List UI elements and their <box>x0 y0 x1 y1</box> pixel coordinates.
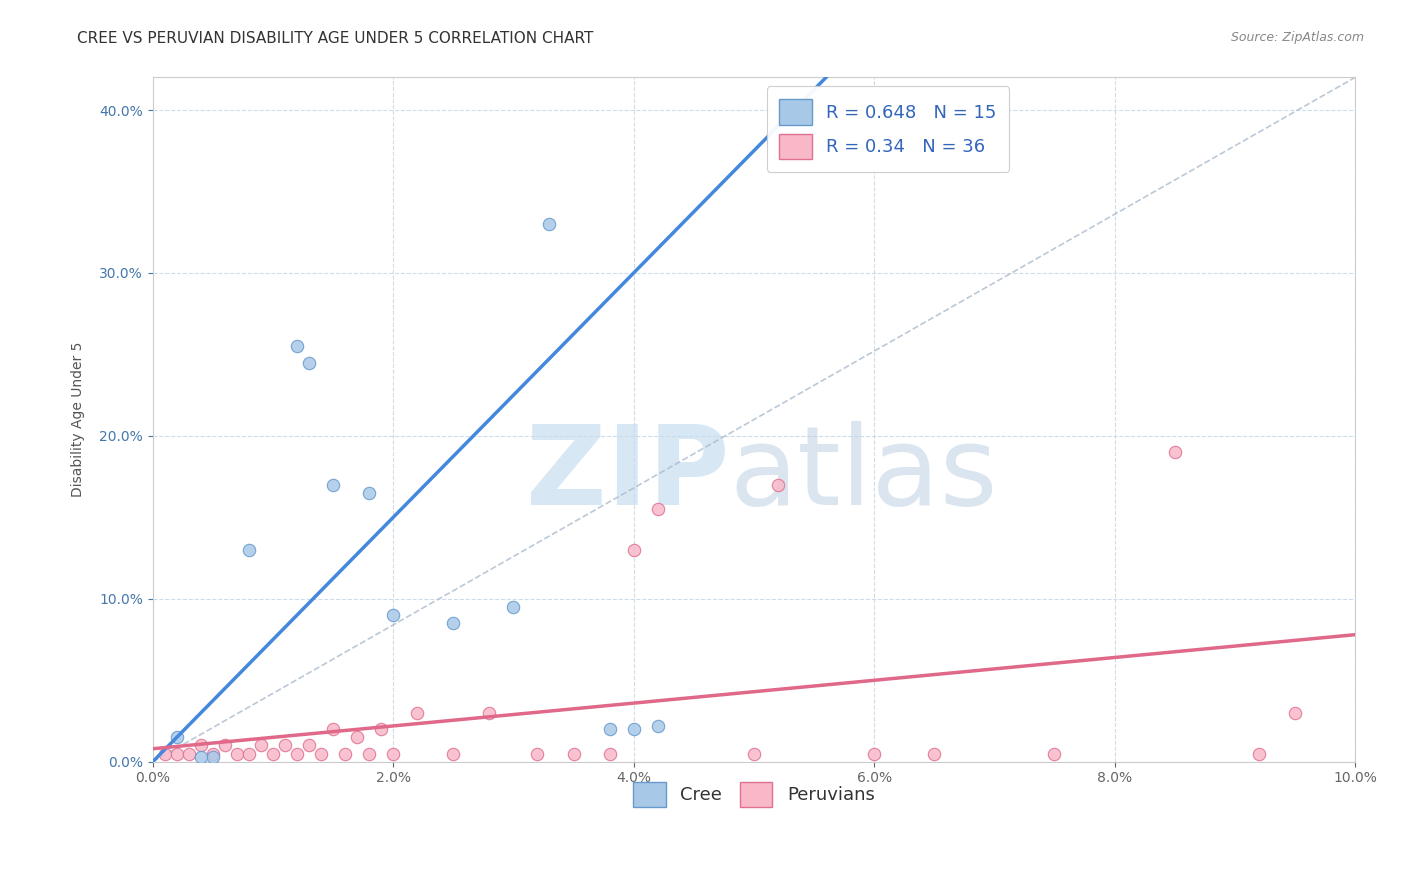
Point <box>1284 706 1306 720</box>
Text: Source: ZipAtlas.com: Source: ZipAtlas.com <box>1230 31 1364 45</box>
Point <box>285 747 308 761</box>
Point <box>370 722 392 736</box>
Point <box>562 747 585 761</box>
Point <box>1043 747 1066 761</box>
Point <box>599 722 621 736</box>
Point <box>225 747 247 761</box>
Point <box>766 477 789 491</box>
Point <box>441 616 464 631</box>
Point <box>201 750 224 764</box>
Point <box>190 750 212 764</box>
Text: atlas: atlas <box>730 421 998 528</box>
Point <box>538 217 561 231</box>
Point <box>441 747 464 761</box>
Point <box>502 599 524 614</box>
Point <box>238 747 260 761</box>
Point <box>201 747 224 761</box>
Legend: Cree, Peruvians: Cree, Peruvians <box>626 774 882 814</box>
Point <box>599 747 621 761</box>
Point <box>478 706 501 720</box>
Point <box>309 747 332 761</box>
Point <box>922 747 945 761</box>
Point <box>359 486 381 500</box>
Point <box>359 747 381 761</box>
Point <box>406 706 429 720</box>
Point <box>863 747 886 761</box>
Point <box>214 739 236 753</box>
Point <box>274 739 297 753</box>
Point <box>742 747 765 761</box>
Point <box>623 543 645 558</box>
Point <box>166 747 188 761</box>
Point <box>623 722 645 736</box>
Point <box>322 477 344 491</box>
Point <box>647 502 669 516</box>
Point <box>382 747 405 761</box>
Point <box>322 722 344 736</box>
Y-axis label: Disability Age Under 5: Disability Age Under 5 <box>72 342 86 498</box>
Point <box>647 719 669 733</box>
Point <box>298 739 321 753</box>
Point <box>1247 747 1270 761</box>
Point <box>333 747 356 761</box>
Text: CREE VS PERUVIAN DISABILITY AGE UNDER 5 CORRELATION CHART: CREE VS PERUVIAN DISABILITY AGE UNDER 5 … <box>77 31 593 46</box>
Point <box>153 747 176 761</box>
Point <box>190 739 212 753</box>
Point <box>1163 445 1185 459</box>
Point <box>250 739 273 753</box>
Text: ZIP: ZIP <box>526 421 730 528</box>
Point <box>526 747 548 761</box>
Point <box>382 608 405 623</box>
Point <box>177 747 200 761</box>
Point <box>166 731 188 745</box>
Point <box>298 355 321 369</box>
Point <box>346 731 368 745</box>
Point <box>285 339 308 353</box>
Point <box>238 543 260 558</box>
Point <box>262 747 284 761</box>
